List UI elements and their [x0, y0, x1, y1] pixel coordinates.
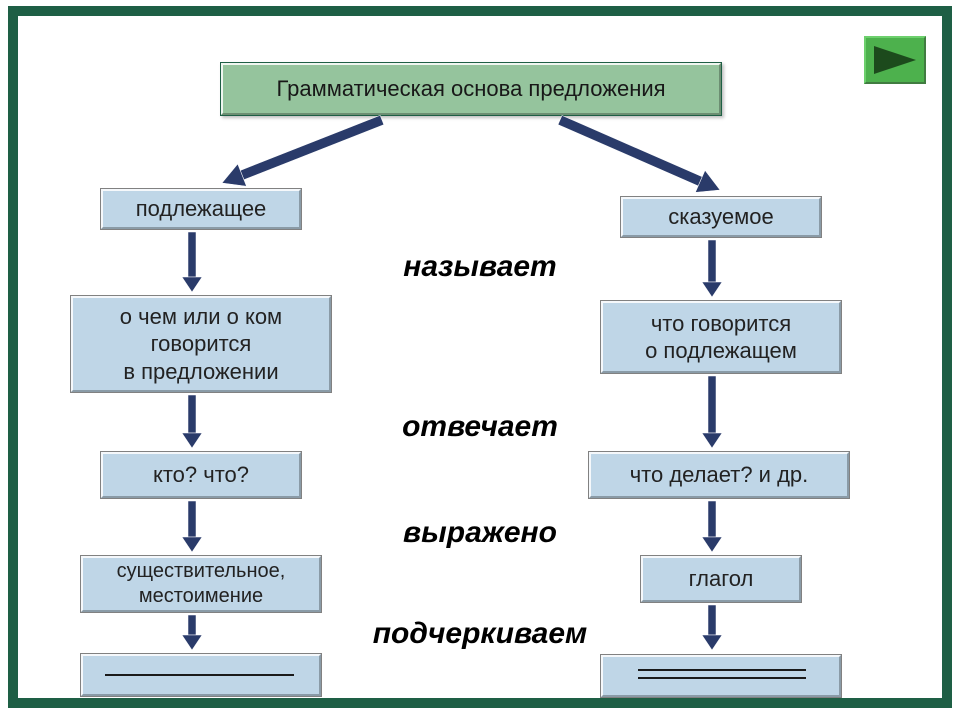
node-predicate-answers: что делает? и др. [588, 451, 850, 499]
node-predicate-names: что говорится о подлежащем [600, 300, 842, 374]
center-label-expressed: выражено [0, 516, 960, 550]
header-text: Грамматическая основа предложения [276, 76, 665, 102]
node-predicate-names-text: что говорится о подлежащем [645, 310, 797, 365]
node-subject-names-text: о чем или о ком говорится в предложении [120, 303, 282, 386]
arrow-right-3 [702, 605, 722, 650]
arrow-left-3 [182, 615, 202, 650]
node-predicate-text: сказуемое [668, 203, 774, 231]
arrow-left-2 [182, 501, 202, 552]
arrow-left-1 [182, 395, 202, 448]
arrow-left-0 [182, 232, 202, 292]
center-label-names-text: называет [403, 250, 557, 283]
center-label-answers: отвечает [0, 410, 960, 444]
node-subject-expressed: существительное, местоимение [80, 555, 322, 613]
node-subject-names: о чем или о ком говорится в предложении [70, 295, 332, 393]
node-predicate-expressed-text: глагол [689, 565, 754, 593]
center-label-expressed-text: выражено [403, 516, 557, 549]
play-arrow-icon [866, 38, 924, 82]
node-predicate-expressed: глагол [640, 555, 802, 603]
node-subject-text: подлежащее [136, 195, 267, 223]
center-label-names: называет [0, 250, 960, 284]
node-subject-answers-text: кто? что? [153, 461, 249, 489]
center-label-answers-text: отвечает [402, 410, 558, 443]
node-subject-answers: кто? что? [100, 451, 302, 499]
center-label-underline-text: подчеркиваем [373, 617, 588, 650]
node-subject-expressed-text: существительное, местоимение [117, 559, 286, 609]
arrow-right-0 [702, 240, 722, 297]
stage: Грамматическая основа предложения подлеж… [0, 0, 960, 720]
node-predicate-answers-text: что делает? и др. [630, 461, 809, 489]
node-subject: подлежащее [100, 188, 302, 230]
double-underline-icon [638, 668, 806, 682]
play-button[interactable] [864, 36, 926, 84]
header-box: Грамматическая основа предложения [220, 62, 722, 116]
node-predicate: сказуемое [620, 196, 822, 238]
center-label-underline: подчеркиваем [0, 617, 960, 651]
squiggle-underline-icon [105, 670, 295, 680]
arrow-right-1 [702, 376, 722, 448]
arrow-right-2 [702, 501, 722, 552]
